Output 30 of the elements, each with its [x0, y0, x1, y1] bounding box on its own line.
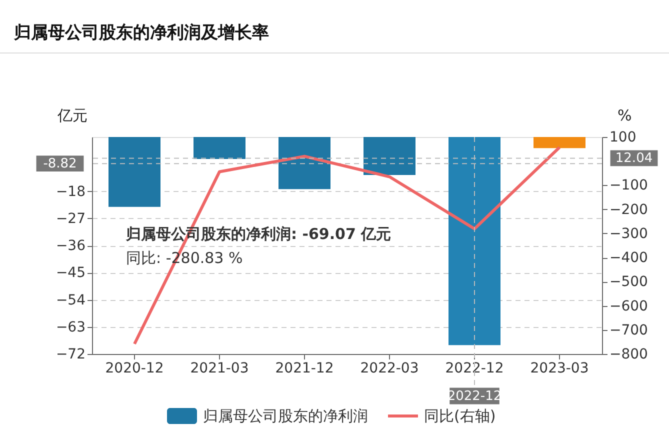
y-tick-label: −36 — [56, 238, 86, 254]
chart-title: 归属母公司股东的净利润及增长率 — [13, 23, 269, 43]
y-tick-label: −54 — [56, 292, 86, 308]
y-tick-label: −27 — [56, 210, 86, 227]
x-tick-label: 2020-12 — [105, 360, 164, 376]
y2-tick-label: −500 — [610, 274, 648, 290]
legend-label: 同比(右轴) — [424, 407, 496, 425]
y-tick-label: −72 — [56, 346, 86, 362]
x-tick-label: 2021-12 — [275, 360, 334, 376]
x-tick-label: 2021-03 — [190, 360, 249, 376]
ref-line-label: 2022-12 — [447, 389, 502, 404]
y-axis-title: 亿元 — [56, 106, 88, 124]
x-tick-label: 2022-12 — [445, 360, 504, 376]
y2-tick-label: −600 — [610, 298, 648, 314]
y-tick-label: −63 — [56, 319, 86, 336]
ref-line-label: 12.04 — [615, 151, 653, 166]
x-tick-label: 2022-03 — [360, 360, 419, 376]
y2-tick-label: 100 — [610, 130, 636, 146]
legend-label: 归属母公司股东的净利润 — [203, 407, 368, 425]
y2-tick-label: −100 — [610, 178, 648, 194]
y2-tick-label: −300 — [610, 226, 648, 242]
x-tick-label: 2023-03 — [530, 360, 589, 376]
y2-tick-label: −200 — [610, 202, 648, 218]
y2-tick-label: −400 — [610, 250, 648, 266]
y2-tick-label: −700 — [610, 322, 648, 338]
y-tick-label: −18 — [56, 184, 86, 200]
ref-line-label: -8.82 — [43, 156, 77, 172]
y-tick-label: −45 — [56, 265, 86, 282]
y2-axis-title: % — [618, 106, 632, 124]
y2-tick-label: −800 — [610, 346, 648, 362]
